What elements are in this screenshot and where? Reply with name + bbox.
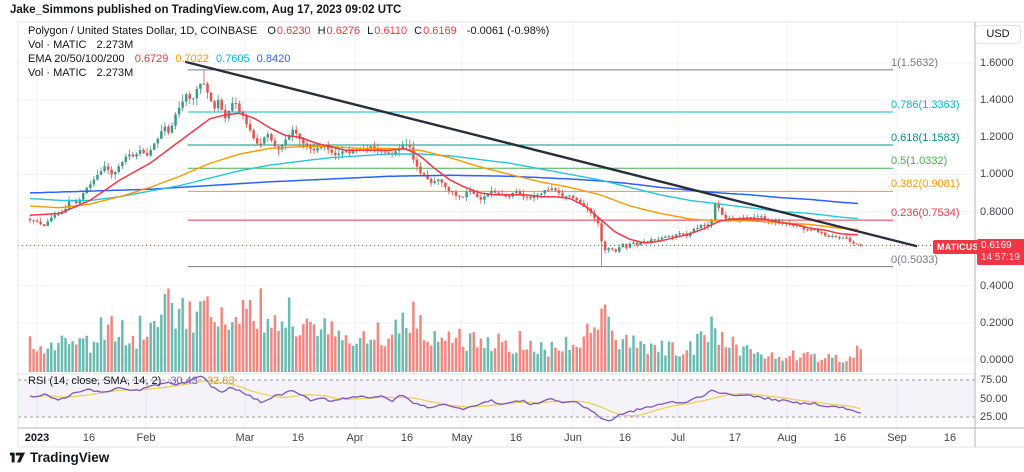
time-axis-label[interactable]: 16 (82, 432, 96, 444)
time-axis-label[interactable]: Mar (235, 432, 255, 444)
chart-legend: Polygon / United States Dollar, 1D, COIN… (28, 24, 549, 80)
fib-level-label: 1(1.5632) (891, 56, 939, 69)
time-axis-label[interactable]: 16 (291, 432, 305, 444)
ohlc-key: L (367, 25, 374, 37)
time-axis-label[interactable]: May (451, 432, 473, 444)
rsi-legend: RSI (14, close, SMA, 14, 2) 30.43 32.83 (28, 375, 234, 387)
publish-header: Jake_Simmons published on TradingView.co… (10, 4, 402, 16)
ema-value: 0.7022 (175, 53, 210, 65)
ema-indicator-title[interactable]: EMA 20/50/100/200 (28, 53, 125, 65)
fib-level-label: 0.236(0.7534) (891, 207, 960, 220)
volume-bars (28, 288, 862, 372)
descending-trendline[interactable] (184, 60, 918, 248)
fib-level-label: 0.5(1.0332) (891, 155, 948, 168)
time-axis-label[interactable]: Jun (564, 432, 582, 444)
rsi-ma-value: 32.83 (206, 375, 235, 387)
ohlc-value: 0.6276 (326, 25, 361, 37)
rsi-axis-label[interactable]: 25.00 (980, 411, 1008, 423)
last-price-value: 0.6169 (981, 240, 1012, 251)
ema-value: 0.7605 (216, 53, 250, 65)
volume-indicator-title[interactable]: Vol · MATIC (28, 39, 87, 51)
price-axis-label[interactable]: 1.2000 (980, 131, 1014, 144)
volume-legend-row: Vol · MATIC 2.273M (28, 38, 549, 52)
last-price-badge: 0.6169 14:57:19 (977, 239, 1024, 265)
ohlc-key: C (414, 25, 423, 37)
rsi-value: 30.43 (170, 375, 198, 387)
candles (28, 69, 862, 267)
time-axis-label[interactable]: Feb (136, 432, 156, 444)
time-axis-label[interactable]: 16 (509, 432, 523, 444)
time-axis-label[interactable]: 2023 (24, 432, 50, 444)
ohlc-value: 0.6169 (423, 25, 457, 37)
change-value: -0.0061 (-0.98%) (466, 25, 550, 37)
volume-value: 2.273M (96, 39, 134, 51)
ema-values: 0.6729 0.7022 0.7605 0.8420 (128, 53, 291, 65)
tradingview-logo-icon (10, 452, 25, 463)
rsi-axis-label[interactable]: 50.00 (980, 392, 1008, 405)
fib-level-label: 0.786(1.3363) (891, 98, 960, 111)
price-axis-label[interactable]: 0.4000 (980, 279, 1014, 292)
indicator-line[interactable] (29, 145, 859, 231)
price-axis-label[interactable]: 1.6000 (980, 57, 1014, 69)
volume-legend-row-2: Vol · MATIC 2.273M (28, 66, 549, 80)
ohlc-values: O0.6230 H0.6276 L0.6110 C0.6169 (260, 25, 456, 37)
price-axis-label[interactable]: 0.8000 (980, 205, 1014, 218)
rsi-indicator-title[interactable]: RSI (14, close, SMA, 14, 2) (28, 375, 162, 387)
price-axis-label[interactable]: 1.0000 (980, 168, 1014, 181)
bar-countdown: 14:57:19 (981, 252, 1020, 263)
time-axis-label[interactable]: 17 (728, 432, 742, 444)
ohlc-key: H (317, 25, 326, 37)
volume-value-2: 2.273M (96, 67, 134, 79)
price-axis-label[interactable]: 0.0000 (980, 354, 1014, 366)
symbol-legend-row: Polygon / United States Dollar, 1D, COIN… (28, 24, 549, 38)
time-axis-label[interactable]: 16 (400, 432, 414, 444)
currency-badge[interactable]: USD (975, 25, 1021, 44)
ohlc-value: 0.6230 (276, 25, 311, 37)
time-axis-label[interactable]: 16 (833, 432, 847, 444)
volume-indicator-title-2[interactable]: Vol · MATIC (28, 67, 87, 79)
time-axis-label[interactable]: Apr (346, 432, 364, 444)
ohlc-value: 0.6110 (374, 25, 408, 37)
indicator-line[interactable] (29, 112, 859, 244)
tradingview-watermark[interactable]: TradingView (10, 450, 109, 465)
time-axis-label[interactable]: 16 (943, 432, 957, 444)
symbol-title[interactable]: Polygon / United States Dollar, 1D, COIN… (28, 25, 258, 37)
symbol-price-label: MATICUSD (933, 240, 990, 254)
ema-value: 0.6729 (134, 53, 169, 65)
price-axis-label[interactable]: 1.4000 (980, 94, 1014, 107)
indicator-line[interactable] (29, 153, 859, 220)
time-axis-label[interactable]: Aug (777, 432, 797, 444)
price-axis-label[interactable]: 0.2000 (980, 316, 1014, 329)
time-axis-label[interactable]: Sep (887, 432, 907, 444)
rsi-axis-label[interactable]: 75.00 (980, 374, 1008, 386)
fib-level-label: 0.382(0.9081) (891, 178, 960, 191)
ema-value: 0.8420 (256, 53, 291, 65)
ohlc-key: O (267, 25, 276, 37)
tradingview-logo-text: TradingView (30, 450, 110, 465)
fib-level-label: 0.618(1.1583) (891, 131, 960, 144)
fib-level-label: 0(0.5033) (891, 253, 939, 266)
rsi-line[interactable] (29, 375, 861, 422)
time-axis-label[interactable]: 16 (618, 432, 632, 444)
time-axis-label[interactable]: Jul (670, 432, 686, 444)
ema-legend-row: EMA 20/50/100/200 0.6729 0.7022 0.7605 0.84… (28, 52, 549, 66)
